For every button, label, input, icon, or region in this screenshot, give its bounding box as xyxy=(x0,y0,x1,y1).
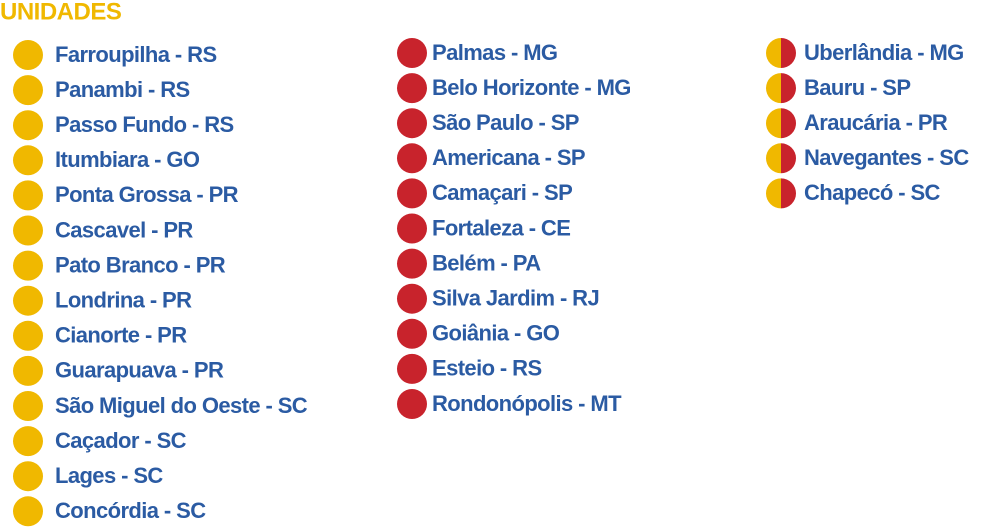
unit-name: Farroupilha - RS xyxy=(55,42,217,67)
unit-name: Panambi - RS xyxy=(55,77,190,102)
title: UNIDADES xyxy=(0,0,122,25)
unit-name: Caçador - SC xyxy=(55,428,187,453)
dot-half xyxy=(781,178,797,209)
unit-name: São Paulo - SP xyxy=(432,110,579,135)
dot xyxy=(13,180,43,211)
unit-name: Fortaleza - CE xyxy=(432,215,570,240)
unit-name: Silva Jardim - RJ xyxy=(432,286,599,311)
dot-half xyxy=(781,73,797,104)
unit-name: Rondonópolis - MT xyxy=(432,391,622,416)
dot xyxy=(13,496,43,527)
dot-half xyxy=(766,143,781,174)
dot xyxy=(13,75,43,106)
dot xyxy=(397,353,427,384)
dot-half xyxy=(781,143,797,174)
dot xyxy=(397,38,427,68)
dot xyxy=(13,215,43,246)
dot xyxy=(13,250,43,281)
dot xyxy=(397,389,427,419)
unit-name: Esteio - RS xyxy=(432,356,542,381)
unit-name: Belo Horizonte - MG xyxy=(432,75,631,100)
dot xyxy=(13,285,43,316)
unit-name: Camaçari - SP xyxy=(432,180,572,205)
unit-name: Chapecó - SC xyxy=(804,180,941,205)
dot xyxy=(13,110,43,141)
unit-name: Itumbiara - GO xyxy=(55,147,200,172)
unit-name: Concórdia - SC xyxy=(55,498,206,523)
unit-name: Navegantes - SC xyxy=(804,145,969,170)
dot xyxy=(13,426,43,457)
unit-name: Belém - PA xyxy=(432,250,541,275)
unit-name: São Miguel do Oeste - SC xyxy=(55,393,308,418)
dot xyxy=(397,108,427,139)
unit-name: Pato Branco - PR xyxy=(55,252,226,277)
dot xyxy=(397,73,427,104)
dot-half xyxy=(766,178,781,209)
unit-name: Araucária - PR xyxy=(804,110,948,135)
unit-name: Lages - SC xyxy=(55,463,163,488)
dot-half xyxy=(766,108,781,139)
dot xyxy=(397,248,427,279)
dot xyxy=(397,283,427,314)
unit-name: Londrina - PR xyxy=(55,288,192,313)
unit-name: Goiânia - GO xyxy=(432,321,560,346)
dot-half xyxy=(781,38,796,68)
unit-name: Ponta Grossa - PR xyxy=(55,182,239,207)
dot-half xyxy=(766,38,781,68)
dot xyxy=(13,461,43,492)
dot xyxy=(13,40,43,70)
dot xyxy=(13,355,43,386)
unit-name: Bauru - SP xyxy=(804,75,910,100)
dot-half xyxy=(781,108,797,139)
dot xyxy=(397,213,427,244)
unit-name: Cascavel - PR xyxy=(55,217,193,242)
unit-name: Guarapuava - PR xyxy=(55,358,224,383)
dot xyxy=(397,143,427,174)
unit-name: Cianorte - PR xyxy=(55,323,187,348)
dot xyxy=(397,178,427,209)
dot xyxy=(397,318,427,349)
dot xyxy=(13,391,43,421)
dot xyxy=(13,320,43,351)
dot-half xyxy=(766,73,781,104)
unit-name: Palmas - MG xyxy=(432,40,557,65)
dot xyxy=(13,145,43,176)
unit-name: Uberlândia - MG xyxy=(804,40,964,65)
unit-name: Americana - SP xyxy=(432,145,585,170)
unit-name: Passo Fundo - RS xyxy=(55,112,234,137)
